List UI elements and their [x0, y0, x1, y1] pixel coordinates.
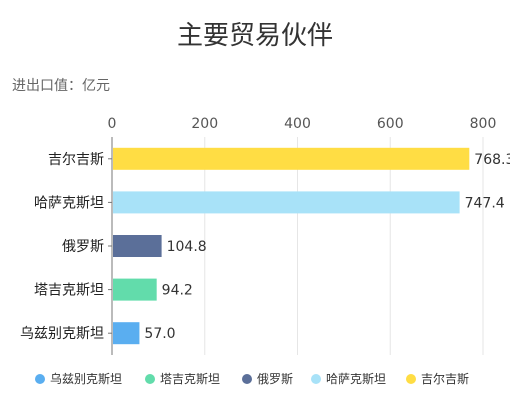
legend-marker-icon: [406, 374, 416, 384]
bar-value-label: 768.3: [474, 152, 510, 168]
chart-title: 主要贸易伙伴: [177, 21, 333, 51]
legend-label: 乌兹别克斯坦: [50, 371, 122, 386]
y-category-label: 吉尔吉斯: [48, 152, 104, 168]
legend-marker-icon: [242, 374, 252, 384]
legend-marker-icon: [311, 374, 321, 384]
bar[interactable]: [113, 322, 140, 345]
chart-subtitle: 进出口值：亿元: [12, 78, 110, 94]
bar-value-label: 57.0: [144, 326, 175, 342]
legend-label: 哈萨克斯坦: [326, 372, 386, 386]
bar-value-label: 94.2: [162, 283, 193, 299]
legend-label: 塔吉克斯坦: [160, 372, 220, 386]
x-tick-label: 400: [284, 116, 311, 132]
legend-label: 吉尔吉斯: [421, 371, 469, 386]
legend-marker-icon: [35, 374, 45, 384]
y-category-label: 乌兹别克斯坦: [20, 326, 104, 342]
bar[interactable]: [113, 147, 470, 170]
bar[interactable]: [113, 235, 162, 257]
x-axis: 0 200 400 600 800: [108, 116, 497, 132]
x-tick-label: 600: [377, 116, 404, 132]
bar-series: 768.3 747.4 104.8 94.2 57.0: [113, 147, 510, 345]
y-category-label: 俄罗斯: [62, 239, 104, 255]
bar-value-label: 104.8: [167, 239, 207, 255]
legend-item[interactable]: 吉尔吉斯: [406, 371, 469, 386]
y-category-label: 哈萨克斯坦: [34, 195, 104, 211]
legend-marker-icon: [145, 374, 155, 384]
legend[interactable]: 乌兹别克斯坦 塔吉克斯坦 俄罗斯 哈萨克斯坦 吉尔吉斯: [35, 371, 469, 386]
x-tick-label: 800: [470, 116, 497, 132]
x-tick-label: 200: [191, 116, 218, 132]
legend-item[interactable]: 塔吉克斯坦: [145, 372, 220, 386]
y-category-label: 塔吉克斯坦: [34, 283, 104, 299]
legend-label: 俄罗斯: [257, 372, 293, 386]
bar[interactable]: [113, 191, 460, 214]
legend-item[interactable]: 哈萨克斯坦: [311, 372, 386, 386]
bar[interactable]: [113, 278, 157, 301]
legend-item[interactable]: 乌兹别克斯坦: [35, 371, 122, 386]
legend-item[interactable]: 俄罗斯: [242, 372, 293, 386]
x-tick-label: 0: [108, 116, 117, 132]
bar-value-label: 747.4: [465, 195, 505, 211]
